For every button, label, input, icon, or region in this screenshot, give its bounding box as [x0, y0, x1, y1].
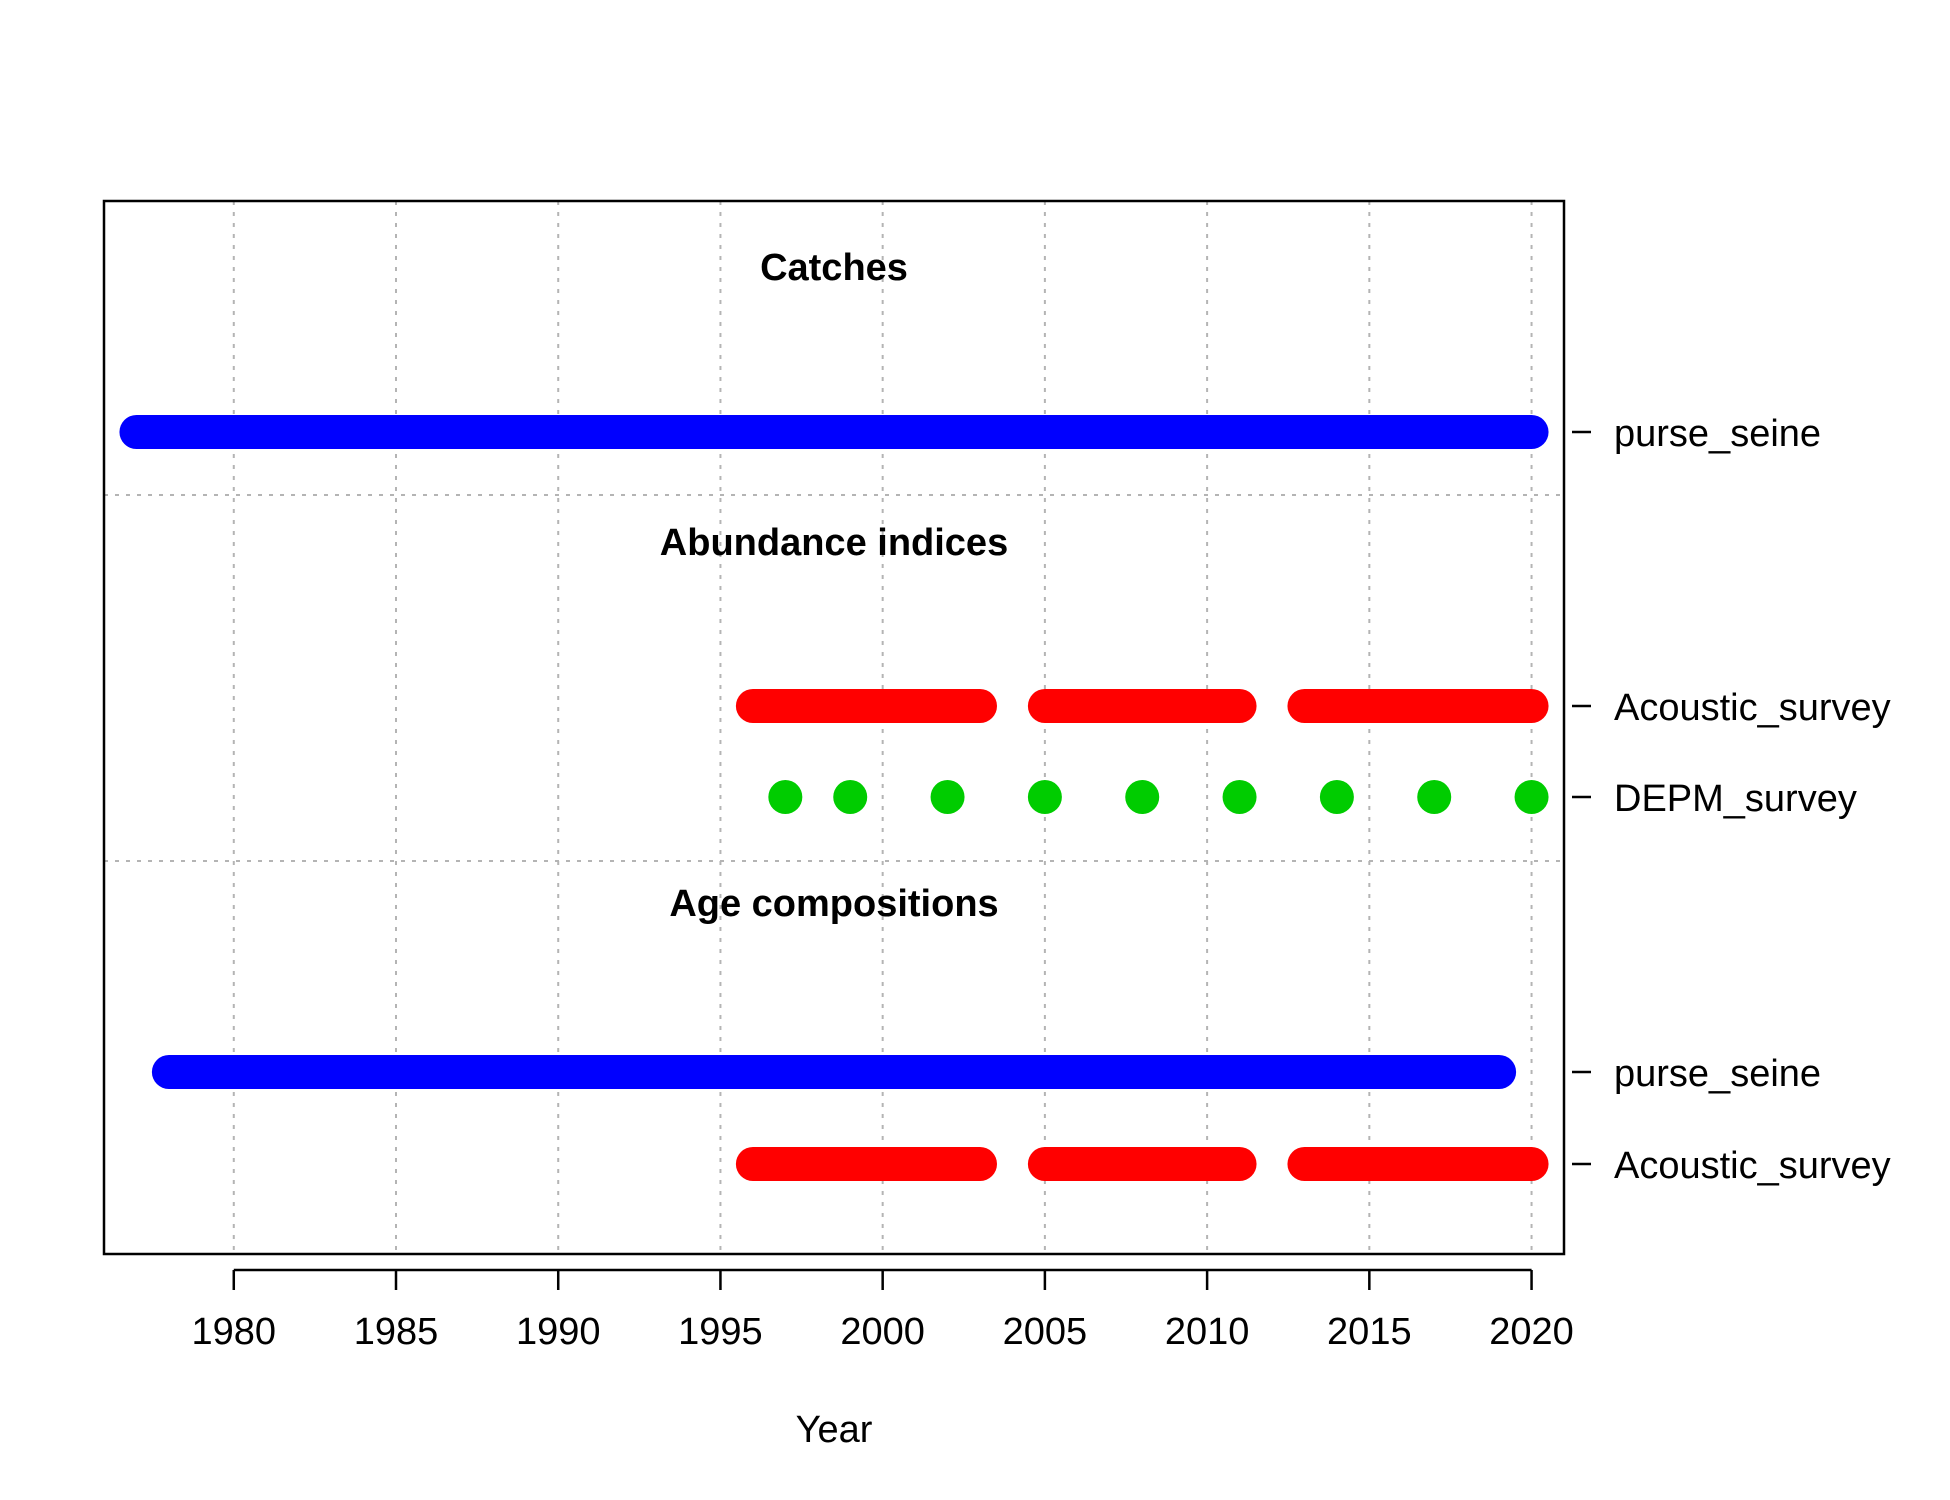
row-label: purse_seine — [1614, 1053, 1821, 1095]
timeline-point — [1027, 780, 1062, 814]
section-title: Abundance indices — [660, 522, 1008, 564]
x-tick-label: 2000 — [840, 1311, 925, 1353]
row-axis: purse_seineAcoustic_surveyDEPM_surveypur… — [1572, 413, 1891, 1187]
plot-frame — [102, 199, 1566, 1256]
timeline-point — [1222, 780, 1257, 814]
row-label: Acoustic_survey — [1614, 687, 1891, 729]
x-axis: 1980 1985 1990 1995 2000 2005 2010 2015 2020 — [192, 1268, 1574, 1353]
timeline-point — [1417, 780, 1452, 814]
data-marks — [119, 415, 1549, 1181]
row-label: DEPM_survey — [1614, 778, 1857, 820]
section-title: Age compositions — [669, 883, 998, 925]
x-tick-label: 1990 — [516, 1311, 601, 1353]
x-tick-label: 2010 — [1165, 1311, 1250, 1353]
x-tick-label: 1980 — [192, 1311, 277, 1353]
timeline-point — [1319, 780, 1354, 814]
timeline-point — [1125, 780, 1160, 814]
x-tick-label: 2005 — [1003, 1311, 1088, 1353]
x-tick-label: 1985 — [354, 1311, 439, 1353]
timeline-point — [768, 780, 803, 814]
timeline-point — [833, 780, 868, 814]
x-tick-label: 1995 — [678, 1311, 763, 1353]
timeline-point — [1514, 780, 1549, 814]
section-titles: Catches Abundance indices Age compositions — [660, 247, 1008, 925]
row-label: Acoustic_survey — [1614, 1145, 1891, 1187]
section-title: Catches — [760, 247, 908, 289]
grid-lines — [104, 201, 1564, 1254]
row-label: purse_seine — [1614, 413, 1821, 455]
x-tick-label: 2020 — [1489, 1311, 1574, 1353]
timeline-point — [930, 780, 965, 814]
x-axis-title: Year — [796, 1409, 873, 1451]
x-tick-label: 2015 — [1327, 1311, 1412, 1353]
